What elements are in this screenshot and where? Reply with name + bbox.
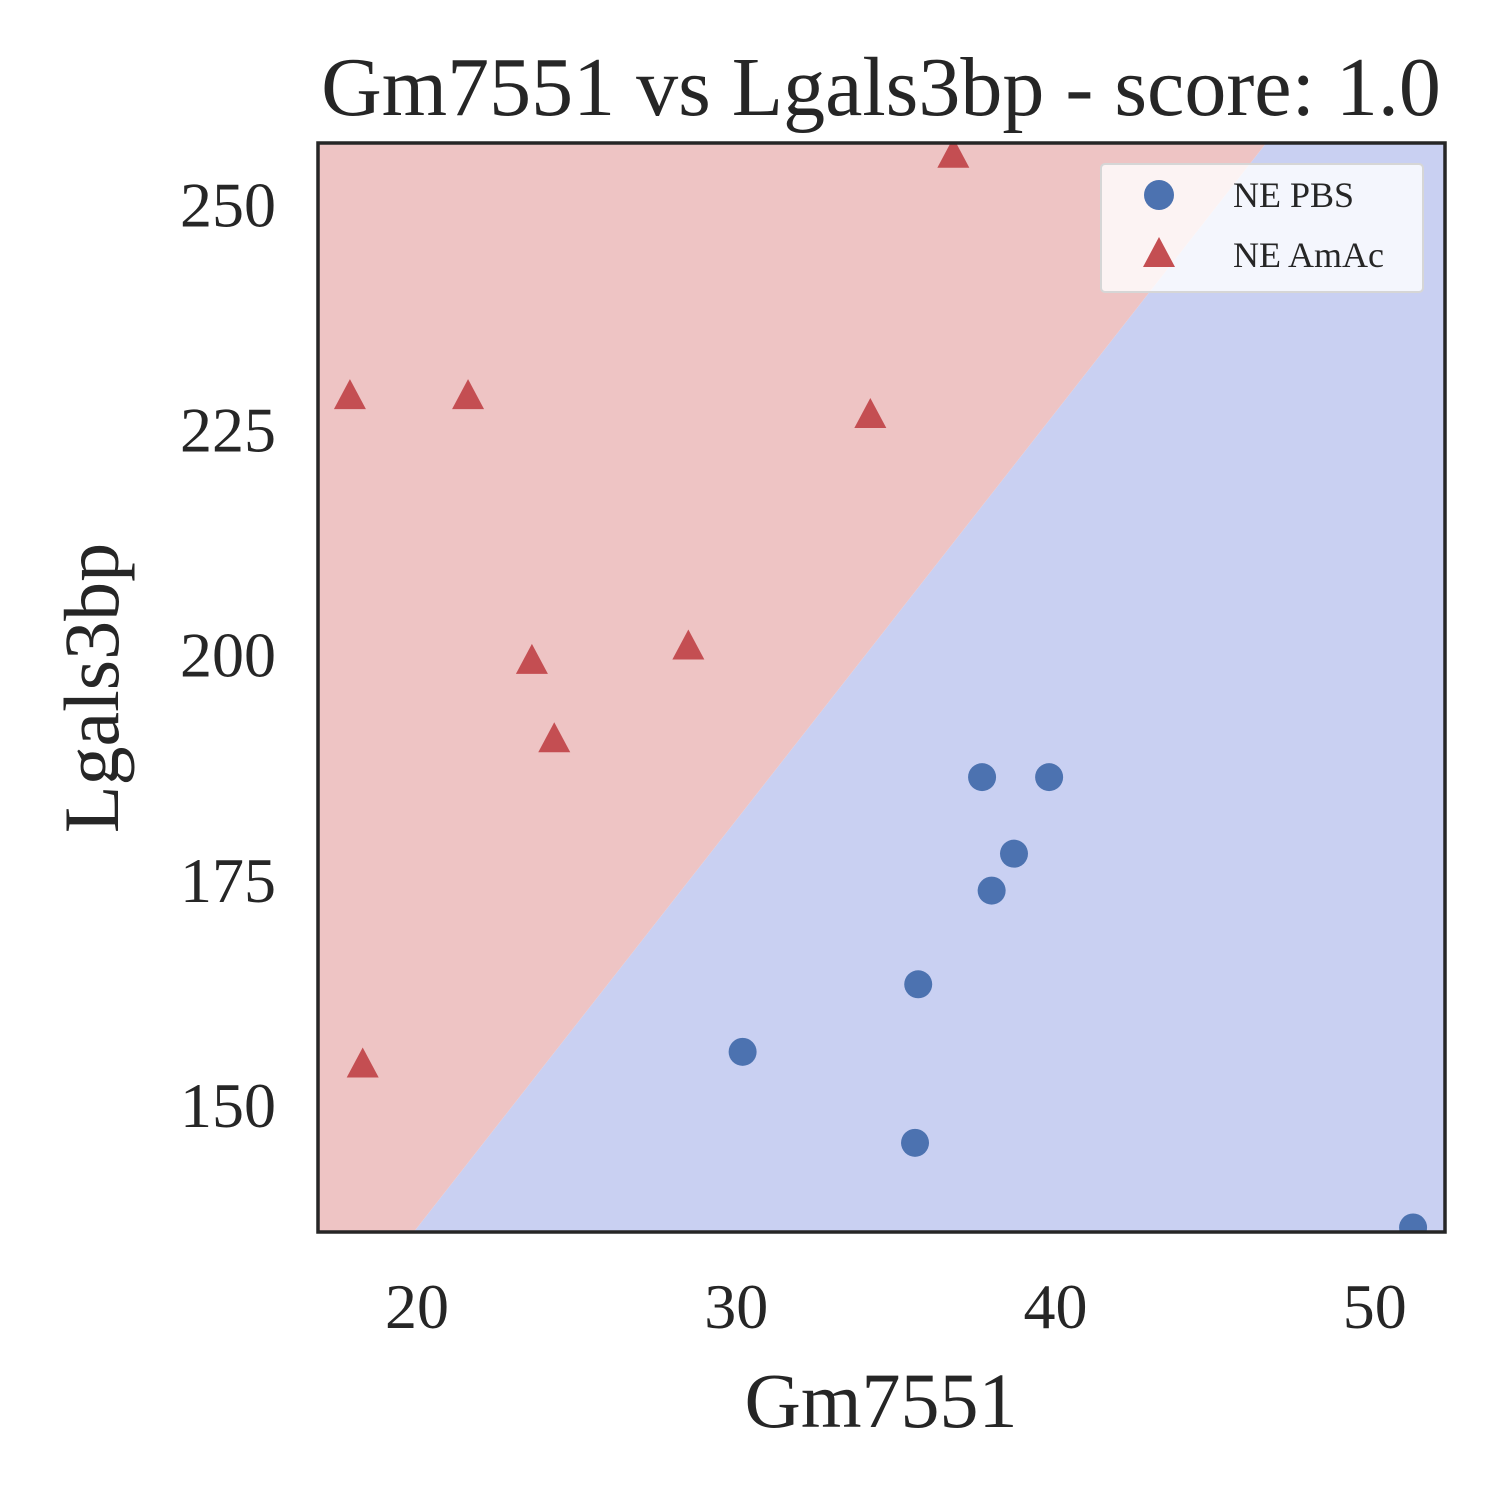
point-ne-pbs-4 <box>968 763 997 792</box>
y-tick-label: 150 <box>180 1070 276 1141</box>
decision-region-ne-pbs <box>413 143 1445 1232</box>
point-ne-amac-7 <box>854 398 887 429</box>
y-tick-label: 175 <box>180 845 276 916</box>
point-ne-pbs-3 <box>904 970 933 999</box>
point-ne-amac-6 <box>672 629 705 660</box>
legend-marker-ne-amac <box>1143 237 1175 267</box>
point-ne-amac-8 <box>937 143 970 168</box>
chart-title: Gm7551 vs Lgals3bp - score: 1.0 <box>321 41 1441 134</box>
y-tick-label: 225 <box>180 394 276 465</box>
point-ne-amac-2 <box>346 1047 379 1078</box>
x-tick-label: 20 <box>385 1271 449 1342</box>
x-axis-ticks: 20 30 40 50 <box>385 1271 1407 1342</box>
point-ne-amac-4 <box>515 643 548 674</box>
x-tick-label: 50 <box>1343 1271 1407 1342</box>
plot-frame <box>316 141 1447 1234</box>
decision-region-ne-amac <box>318 143 1267 1232</box>
y-tick-label: 250 <box>180 169 276 240</box>
y-tick-label: 200 <box>180 620 276 691</box>
x-axis-label: Gm7551 <box>745 1357 1018 1444</box>
point-ne-amac-5 <box>538 722 571 753</box>
point-ne-amac-3 <box>452 379 485 410</box>
y-axis-label: Lgals3bp <box>48 543 135 833</box>
legend-label-ne-pbs: NE PBS <box>1233 175 1354 215</box>
point-ne-amac-1 <box>333 379 366 410</box>
point-ne-pbs-8 <box>1399 1213 1428 1232</box>
point-ne-pbs-2 <box>901 1128 930 1157</box>
legend-box <box>1100 163 1424 293</box>
x-tick-label: 30 <box>704 1271 768 1342</box>
x-tick-label: 40 <box>1023 1271 1087 1342</box>
plot-area <box>316 141 1447 1234</box>
point-ne-pbs-6 <box>999 839 1028 868</box>
legend-marker-ne-pbs <box>1144 180 1174 210</box>
legend: NE PBS NE AmAc <box>1100 163 1424 293</box>
point-ne-pbs-1 <box>728 1037 757 1066</box>
y-axis-ticks: 150 175 200 225 250 <box>180 169 276 1141</box>
legend-label-ne-amac: NE AmAc <box>1233 235 1384 275</box>
point-ne-pbs-5 <box>977 876 1006 905</box>
point-ne-pbs-7 <box>1035 763 1064 792</box>
